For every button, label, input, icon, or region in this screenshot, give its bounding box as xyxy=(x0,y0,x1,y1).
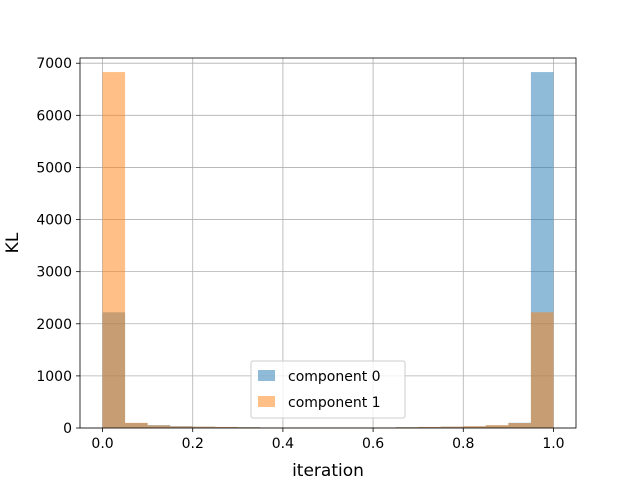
legend: component 0 component 1 xyxy=(250,360,406,419)
bar-component-1-bin-17 xyxy=(485,425,509,428)
y-axis-ticks: 0 1000 2000 3000 4000 5000 6000 7000 xyxy=(36,56,80,437)
bar-component-1-bin-5 xyxy=(215,426,238,428)
bar-component-1-bin-14 xyxy=(418,426,441,428)
legend-box xyxy=(250,360,406,419)
x-tick-label: 0.8 xyxy=(452,436,474,452)
x-axis-label: iteration xyxy=(292,461,364,480)
x-tick-label: 1.0 xyxy=(542,436,564,452)
y-tick-label: 3000 xyxy=(36,265,72,281)
bar-component-1-bin-18 xyxy=(508,423,531,428)
x-tick-label: 0.6 xyxy=(362,436,384,452)
y-tick-label: 5000 xyxy=(36,160,72,176)
y-axis-label: KL xyxy=(3,232,23,253)
x-tick-label: 0.0 xyxy=(91,436,113,452)
x-axis-ticks: 0.0 0.2 0.4 0.6 0.8 1.0 xyxy=(91,428,565,452)
legend-label-component-0: component 0 xyxy=(288,369,381,385)
x-tick-label: 0.2 xyxy=(182,436,204,452)
bar-component-1-bin-19 xyxy=(530,312,554,428)
histogram-bars xyxy=(102,72,554,428)
x-tick-label: 0.4 xyxy=(272,436,294,452)
bar-component-1-bin-4 xyxy=(192,426,216,428)
y-tick-label: 4000 xyxy=(36,213,72,229)
bar-component-1-bin-0 xyxy=(102,72,126,428)
legend-swatch-component-0 xyxy=(258,370,275,381)
y-tick-label: 7000 xyxy=(36,56,72,72)
bar-component-1-bin-15 xyxy=(440,426,464,428)
plot-frame xyxy=(79,57,577,429)
y-tick-label: 6000 xyxy=(36,108,72,124)
y-tick-label: 1000 xyxy=(36,369,72,385)
bar-component-1-bin-2 xyxy=(147,425,171,428)
y-tick-label: 2000 xyxy=(36,317,72,333)
y-tick-label: 0 xyxy=(63,421,72,437)
bar-component-1-bin-16 xyxy=(463,426,486,428)
bar-component-1-bin-3 xyxy=(170,426,193,428)
legend-swatch-component-1 xyxy=(258,396,275,407)
legend-label-component-1: component 1 xyxy=(288,395,381,411)
bar-component-1-bin-1 xyxy=(125,422,148,428)
